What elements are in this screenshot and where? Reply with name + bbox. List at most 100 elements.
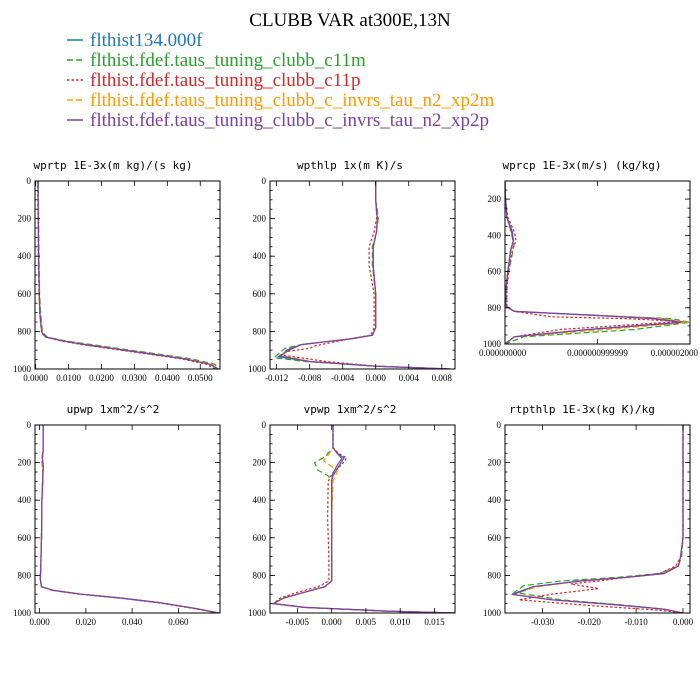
x-tick-label: 0.008	[432, 373, 453, 383]
y-tick-label: 400	[488, 495, 502, 505]
series-line	[505, 181, 681, 344]
series-line	[39, 425, 219, 613]
y-tick-label: 1000	[248, 608, 267, 618]
x-tick-label: -0.010	[625, 617, 649, 627]
x-tick-label: 0.000000999999	[567, 348, 628, 358]
series-line	[511, 425, 684, 613]
series-line	[271, 425, 455, 613]
legend-label: flthist.fdef.taus_tuning_clubb_c11m	[90, 50, 366, 71]
panel-title: wprcp 1E-3x(m/s) (kg/kg)	[503, 159, 662, 172]
series-line	[271, 425, 455, 613]
y-tick-label: 0	[27, 420, 32, 430]
series-line	[518, 425, 684, 613]
series-line	[505, 181, 681, 344]
y-tick-label: 800	[488, 570, 502, 580]
y-tick-label: 1000	[13, 364, 32, 374]
x-tick-label: -0.030	[531, 617, 555, 627]
y-tick-label: 800	[18, 570, 32, 580]
y-tick-label: 0	[497, 420, 502, 430]
series-line	[39, 425, 219, 613]
y-tick-label: 1000	[248, 364, 267, 374]
x-tick-label: 0.000	[366, 373, 387, 383]
legend-label: flthist.fdef.taus_tuning_clubb_c_invrs_t…	[90, 90, 494, 111]
panel-title: rtpthlp 1E-3x(kg K)/kg	[509, 403, 655, 416]
series-line	[271, 425, 455, 613]
panel-4: vpwp 1xm^2/s^2 0 200 400 600 800 1000 -0.005 0.0…	[248, 403, 456, 627]
y-tick-label: 200	[18, 458, 32, 468]
series-line	[278, 181, 451, 369]
x-tick-label: -0.004	[331, 373, 355, 383]
series-line	[276, 181, 451, 369]
y-tick-label: 200	[488, 458, 502, 468]
panel-title: wpthlp 1x(m K)/s	[297, 159, 403, 172]
y-tick-label: 1000	[13, 608, 32, 618]
x-tick-label: 0.000	[322, 617, 343, 627]
y-tick-label: 600	[488, 267, 502, 277]
x-tick-label: 0.0000	[23, 373, 48, 383]
panel-frame	[34, 424, 221, 614]
x-tick-label: 0.0100	[56, 373, 81, 383]
panel-2: wprcp 1E-3x(m/s) (kg/kg) 200 400 600 800 1000…	[479, 159, 699, 358]
y-tick-label: 400	[18, 495, 32, 505]
x-tick-label: 0.010	[390, 617, 411, 627]
y-tick-label: 600	[18, 533, 32, 543]
x-tick-label: 0.0400	[155, 373, 180, 383]
y-tick-label: 0	[27, 176, 32, 186]
panel-frame	[269, 180, 456, 370]
figure-title: CLUBB VAR at300E,13N	[249, 10, 451, 31]
series-line	[512, 425, 684, 613]
y-tick-label: 400	[253, 495, 267, 505]
x-tick-label: -0.020	[578, 617, 602, 627]
x-tick-label: 0.060	[168, 617, 189, 627]
legend: flthist134.000fflthist.fdef.taus_tuning_…	[67, 30, 494, 131]
panel-5: rtpthlp 1E-3x(kg K)/kg 0 200 400 600 800 1000 -…	[483, 403, 694, 627]
y-tick-label: 600	[18, 289, 32, 299]
y-tick-label: 0	[262, 420, 267, 430]
x-tick-label: 0.020	[76, 617, 97, 627]
y-tick-label: 0	[262, 176, 267, 186]
legend-label: flthist134.000f	[90, 30, 203, 51]
y-tick-label: 1000	[483, 339, 502, 349]
series-line	[39, 425, 219, 613]
series-line	[279, 181, 451, 369]
x-tick-label: 0.000	[30, 617, 51, 627]
y-tick-label: 1000	[483, 608, 502, 618]
series-line	[271, 425, 455, 613]
x-tick-label: 0.0200	[89, 373, 114, 383]
x-tick-label: 0.005	[356, 617, 377, 627]
legend-label: flthist.fdef.taus_tuning_clubb_c_invrs_t…	[90, 110, 489, 131]
x-tick-label: 0.000	[673, 617, 694, 627]
x-tick-label: 0.0300	[122, 373, 147, 383]
series-line	[272, 181, 451, 369]
y-tick-label: 200	[488, 194, 502, 204]
panel-0: wprtp 1E-3x(m kg)/(s kg)0 200 400 600 800 100…	[13, 159, 221, 383]
x-tick-label: 0.000000000	[479, 348, 527, 358]
y-tick-label: 200	[253, 214, 267, 224]
y-tick-label: 800	[488, 303, 502, 313]
y-tick-label: 600	[488, 533, 502, 543]
panels: wprtp 1E-3x(m kg)/(s kg)0200400600800100…	[13, 159, 699, 627]
legend-label: flthist.fdef.taus_tuning_clubb_c11p	[90, 70, 361, 91]
panel-frame	[269, 424, 456, 614]
series-line	[271, 425, 455, 613]
x-tick-label: -0.005	[286, 617, 310, 627]
x-tick-label: 0.0500	[188, 373, 213, 383]
panel-title: wprtp 1E-3x(m kg)/(s kg)	[34, 159, 193, 172]
panel-1: wpthlp 1x(m K)/s02004006008001000-0.012-…	[248, 159, 456, 383]
x-tick-label: 0.000002000	[651, 348, 699, 358]
y-tick-label: 400	[253, 251, 267, 261]
panel-title: vpwp 1xm^2/s^2	[304, 403, 397, 416]
x-tick-label: 0.015	[424, 617, 445, 627]
panel-title: upwp 1xm^2/s^2	[67, 403, 160, 416]
x-tick-label: 0.004	[399, 373, 420, 383]
y-tick-label: 400	[488, 230, 502, 240]
y-tick-label: 800	[18, 326, 32, 336]
series-line	[37, 181, 219, 369]
series-line	[513, 425, 684, 613]
y-tick-label: 800	[253, 570, 267, 580]
x-tick-label: 0.040	[122, 617, 143, 627]
x-tick-label: -0.012	[265, 373, 288, 383]
series-line	[510, 425, 684, 613]
